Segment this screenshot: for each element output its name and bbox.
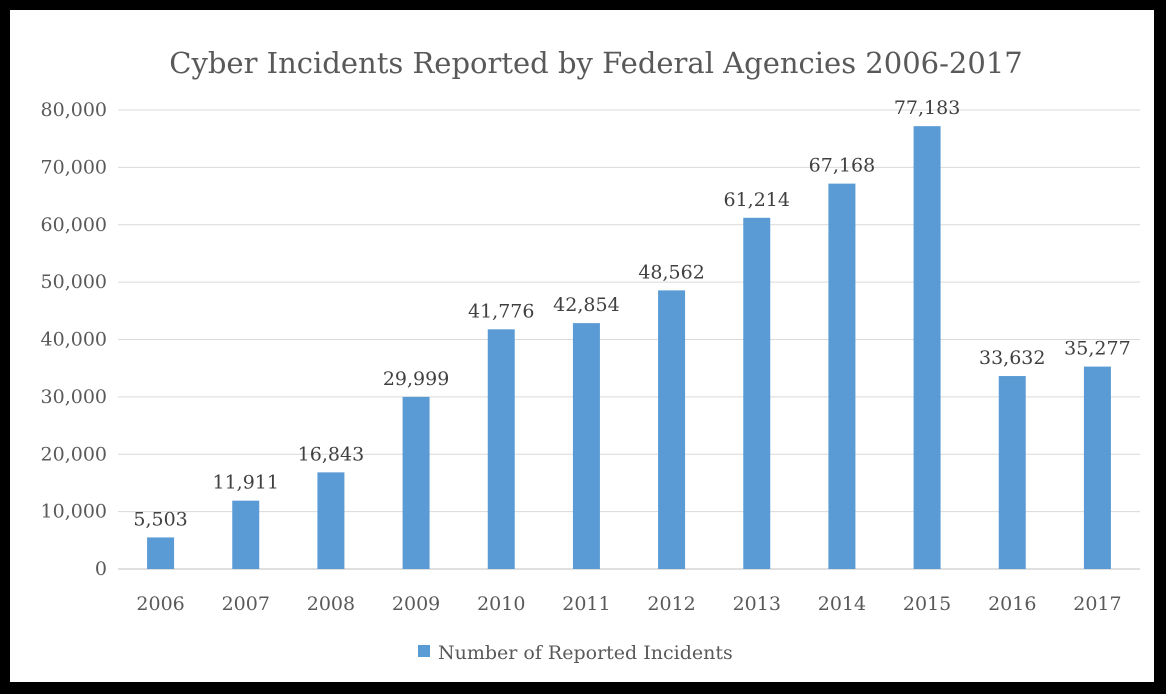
x-tick-label-2008: 2008 [307,593,355,615]
y-tick-label: 10,000 [41,501,107,523]
bar-2016 [998,376,1026,569]
bar-2017 [1083,366,1111,569]
bar-2015 [913,126,941,569]
x-tick-label-2015: 2015 [903,593,951,615]
data-label-2008: 16,843 [298,443,364,465]
x-axis-tick-labels: 2006 2007 2008 2009 2010 2011 2012 2013 2014 2015… [136,593,1121,615]
gridlines [118,109,1140,570]
x-tick-label-2010: 2010 [477,593,525,615]
bar-2012 [658,290,686,569]
bar-2009 [402,396,430,569]
data-labels: 5,503 11,911 16,843 29,999 41,776 42,854 48,56… [133,97,1130,530]
data-label-2014: 67,168 [809,155,875,177]
x-tick-label-2017: 2017 [1073,593,1121,615]
legend-label: Number of Reported Incidents [438,642,733,664]
bars [147,126,1111,569]
y-tick-label: 20,000 [41,443,107,465]
x-tick-label-2014: 2014 [818,593,866,615]
data-label-2006: 5,503 [133,508,187,530]
bar-2008 [317,472,345,569]
data-label-2017: 35,277 [1064,338,1130,360]
y-tick-label: 40,000 [41,329,107,351]
data-label-2010: 41,776 [468,300,534,322]
legend: Number of Reported Incidents [418,642,733,664]
bar-2010 [487,329,515,569]
x-tick-label-2006: 2006 [136,593,184,615]
legend-swatch [418,645,430,657]
x-tick-label-2012: 2012 [647,593,695,615]
x-tick-label-2011: 2011 [562,593,610,615]
y-tick-label: 50,000 [41,271,107,293]
bar-2006 [147,537,175,569]
data-label-2007: 11,911 [213,472,279,494]
bar-2011 [572,323,600,569]
chart-title: Cyber Incidents Reported by Federal Agen… [169,46,1022,80]
data-label-2016: 33,632 [979,347,1045,369]
data-label-2009: 29,999 [383,368,449,390]
bar-2013 [743,217,771,569]
x-tick-label-2016: 2016 [988,593,1036,615]
y-tick-label: 80,000 [41,99,107,121]
y-tick-label: 60,000 [41,214,107,236]
bar-2007 [232,500,260,569]
y-tick-label: 0 [95,558,107,580]
y-axis-tick-labels: 0 10,000 20,000 30,000 40,000 50,000 60,000 70,… [41,99,107,580]
data-label-2011: 42,854 [553,294,619,316]
x-tick-label-2009: 2009 [392,593,440,615]
y-tick-label: 30,000 [41,386,107,408]
bar-2014 [828,183,856,569]
data-label-2015: 77,183 [894,97,960,119]
y-tick-label: 70,000 [41,156,107,178]
data-label-2012: 48,562 [638,261,704,283]
x-tick-label-2007: 2007 [222,593,270,615]
data-label-2013: 61,214 [724,189,790,211]
x-tick-label-2013: 2013 [733,593,781,615]
